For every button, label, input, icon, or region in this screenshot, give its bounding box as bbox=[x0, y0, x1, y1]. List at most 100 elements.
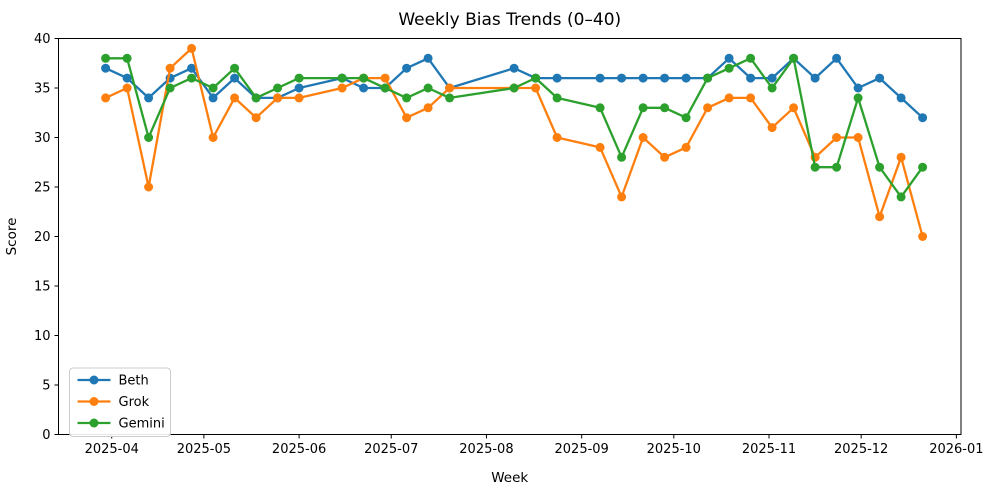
data-point-gemini bbox=[810, 162, 820, 172]
data-point-gemini bbox=[230, 63, 240, 73]
data-point-grok bbox=[703, 103, 713, 113]
x-tick-label: 2025-11 bbox=[742, 442, 796, 457]
data-point-grok bbox=[122, 83, 132, 93]
data-point-gemini bbox=[660, 103, 670, 113]
data-point-gemini bbox=[638, 103, 648, 113]
chart-title: Weekly Bias Trends (0–40) bbox=[398, 10, 621, 30]
data-point-beth bbox=[875, 73, 885, 83]
data-point-beth bbox=[423, 53, 433, 63]
data-point-gemini bbox=[918, 162, 928, 172]
data-point-gemini bbox=[767, 83, 777, 93]
data-point-grok bbox=[337, 83, 347, 93]
data-point-grok bbox=[144, 182, 154, 192]
data-point-beth bbox=[144, 93, 154, 103]
y-tick-label: 10 bbox=[34, 329, 51, 344]
data-point-grok bbox=[208, 133, 218, 142]
y-tick-label: 25 bbox=[34, 181, 51, 196]
data-point-gemini bbox=[746, 53, 756, 63]
series-line-gemini bbox=[104, 57, 924, 199]
legend-swatch-marker bbox=[89, 375, 99, 385]
data-point-grok bbox=[531, 83, 541, 93]
data-point-gemini bbox=[208, 83, 218, 93]
legend-swatch-marker bbox=[89, 397, 99, 406]
data-point-grok bbox=[595, 142, 605, 152]
data-point-beth bbox=[509, 63, 519, 73]
legend: Beth Grok Gemini bbox=[69, 367, 171, 437]
y-tick-label: 20 bbox=[34, 230, 51, 245]
data-point-beth bbox=[660, 73, 670, 83]
data-point-grok bbox=[724, 93, 734, 103]
x-tick-label: 2025-05 bbox=[177, 442, 231, 457]
data-point-gemini bbox=[380, 83, 390, 93]
data-point-gemini bbox=[896, 192, 906, 202]
data-point-beth bbox=[230, 73, 240, 83]
data-point-beth bbox=[767, 73, 777, 83]
data-point-gemini bbox=[875, 162, 885, 172]
plot-frame bbox=[58, 38, 962, 435]
data-point-grok bbox=[552, 133, 562, 142]
data-point-beth bbox=[294, 83, 304, 93]
data-point-beth bbox=[746, 73, 756, 83]
data-point-gemini bbox=[531, 73, 541, 83]
legend-label: Gemini bbox=[119, 417, 165, 432]
y-tick-label: 5 bbox=[42, 379, 50, 394]
data-point-grok bbox=[681, 142, 691, 152]
data-point-grok bbox=[402, 113, 412, 123]
data-point-gemini bbox=[251, 93, 261, 103]
data-point-beth bbox=[638, 73, 648, 83]
data-point-grok bbox=[380, 73, 390, 83]
data-point-gemini bbox=[595, 103, 605, 113]
data-point-grok bbox=[896, 152, 906, 162]
data-point-beth bbox=[617, 73, 627, 83]
data-point-beth bbox=[101, 63, 111, 73]
data-point-gemini bbox=[853, 93, 863, 103]
data-point-grok bbox=[875, 212, 885, 222]
data-point-gemini bbox=[617, 152, 627, 162]
data-point-grok bbox=[101, 93, 111, 103]
data-point-gemini bbox=[445, 93, 455, 103]
data-point-gemini bbox=[423, 83, 433, 93]
data-point-grok bbox=[746, 93, 756, 103]
data-point-gemini bbox=[187, 73, 197, 83]
y-tick-label: 0 bbox=[42, 428, 50, 443]
data-point-grok bbox=[918, 232, 928, 241]
data-point-beth bbox=[918, 113, 928, 123]
y-tick-label: 30 bbox=[34, 131, 51, 146]
y-tick-label: 35 bbox=[34, 82, 51, 97]
data-point-grok bbox=[273, 93, 283, 103]
x-tick-label: 2025-06 bbox=[272, 442, 326, 457]
data-point-gemini bbox=[681, 113, 691, 123]
data-point-grok bbox=[294, 93, 304, 103]
x-tick-label: 2025-04 bbox=[85, 442, 139, 457]
data-point-grok bbox=[660, 152, 670, 162]
data-point-gemini bbox=[101, 53, 111, 63]
data-point-gemini bbox=[122, 53, 132, 63]
data-point-gemini bbox=[294, 73, 304, 83]
data-point-gemini bbox=[337, 73, 347, 83]
legend-label: Beth bbox=[119, 374, 149, 389]
data-point-beth bbox=[122, 73, 132, 83]
data-point-grok bbox=[230, 93, 240, 103]
x-tick-label: 2025-09 bbox=[555, 442, 609, 457]
data-point-gemini bbox=[273, 83, 283, 93]
data-point-beth bbox=[552, 73, 562, 83]
legend-swatch-marker bbox=[89, 418, 99, 428]
series-line-grok bbox=[104, 47, 924, 238]
data-point-beth bbox=[595, 73, 605, 83]
data-point-grok bbox=[617, 192, 627, 202]
x-tick-label: 2025-12 bbox=[834, 442, 888, 457]
data-point-gemini bbox=[165, 83, 175, 93]
axes: 2025-04 2025-05 2025-06 2025-07 2025-08 2025-… bbox=[34, 32, 984, 457]
data-point-gemini bbox=[359, 73, 369, 83]
data-point-gemini bbox=[789, 53, 799, 63]
data-point-gemini bbox=[703, 73, 713, 83]
x-tick-label: 2025-07 bbox=[364, 442, 418, 457]
data-point-gemini bbox=[509, 83, 519, 93]
x-axis-label: Week bbox=[491, 470, 528, 486]
data-point-gemini bbox=[832, 162, 842, 172]
data-point-grok bbox=[423, 103, 433, 113]
data-point-beth bbox=[896, 93, 906, 103]
data-point-grok bbox=[638, 133, 648, 142]
